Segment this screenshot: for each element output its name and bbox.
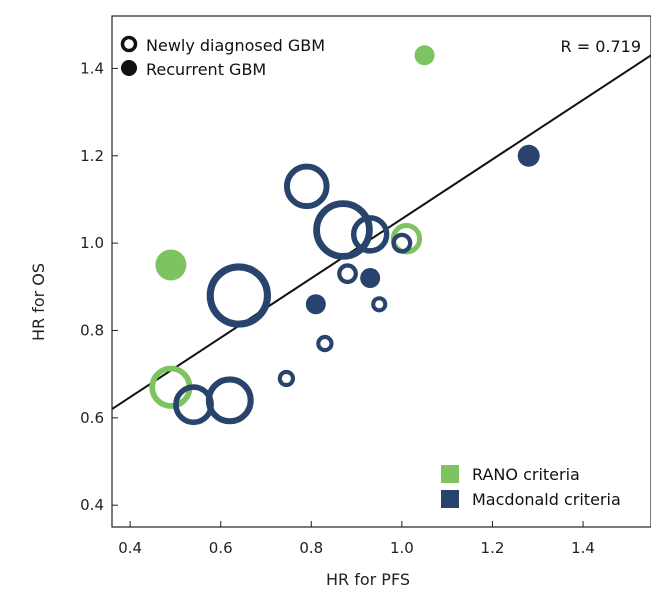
legend-swatch-macdonald (441, 490, 459, 508)
x-tick-label: 0.4 (118, 539, 142, 557)
y-tick-label: 1.2 (80, 147, 104, 165)
x-axis-title: HR for PFS (326, 570, 410, 589)
y-tick-label: 0.6 (80, 409, 104, 427)
regression-line-group (111, 54, 651, 410)
data-point-macdonald-recurrent (517, 144, 540, 167)
y-axis-title: HR for OS (29, 263, 48, 341)
data-point-macdonald-newly-diagnosed (277, 369, 296, 388)
legend-type: Newly diagnosed GBM Recurrent GBM (120, 35, 325, 79)
legend-criteria: RANO criteria Macdonald criteria (441, 465, 621, 509)
x-tick-label: 0.6 (209, 539, 233, 557)
data-point-macdonald-newly-diagnosed (337, 263, 358, 285)
x-tick-label: 1.0 (390, 539, 414, 557)
data-point-macdonald-recurrent (305, 294, 326, 315)
data-point-rano-recurrent (414, 45, 435, 66)
tick-marks (112, 67, 584, 527)
data-point-macdonald-newly-diagnosed (284, 163, 330, 210)
data-point-macdonald-newly-diagnosed (316, 334, 334, 353)
data-point-rano-recurrent (155, 249, 187, 281)
x-tick-label: 1.2 (481, 539, 505, 557)
legend-label-newly-diagnosed: Newly diagnosed GBM (146, 36, 325, 55)
data-point-macdonald-newly-diagnosed (350, 215, 390, 254)
data-point-macdonald-newly-diagnosed (173, 384, 214, 426)
y-tick-label: 0.8 (80, 321, 104, 339)
legend-label-recurrent: Recurrent GBM (146, 60, 266, 79)
regression-line (111, 54, 651, 410)
x-tick-label: 0.8 (299, 539, 323, 557)
legend-swatch-rano (441, 465, 459, 483)
data-point-macdonald-newly-diagnosed (391, 232, 413, 254)
y-tick-label: 0.4 (80, 496, 104, 514)
data-points (149, 45, 540, 426)
r-annotation: R = 0.719 (561, 37, 642, 56)
legend-marker-hollow (120, 35, 138, 53)
data-point-macdonald-newly-diagnosed (206, 263, 271, 328)
plot-frame (111, 15, 651, 528)
data-point-macdonald-newly-diagnosed (313, 200, 373, 260)
y-tick-label: 1.0 (80, 234, 104, 252)
legend-label-rano: RANO criteria (472, 465, 580, 484)
legend-label-macdonald: Macdonald criteria (472, 490, 621, 509)
data-point-macdonald-recurrent (360, 268, 381, 289)
x-tick-label: 1.4 (571, 539, 595, 557)
data-point-macdonald-newly-diagnosed (371, 296, 388, 313)
legend-marker-filled (121, 60, 137, 76)
tick-labels: 0.4 0.6 0.8 1.0 1.2 1.4 0.4 0.6 0.8 1.0 1.2 1.4 (80, 59, 595, 557)
y-tick-label: 1.4 (80, 59, 104, 77)
